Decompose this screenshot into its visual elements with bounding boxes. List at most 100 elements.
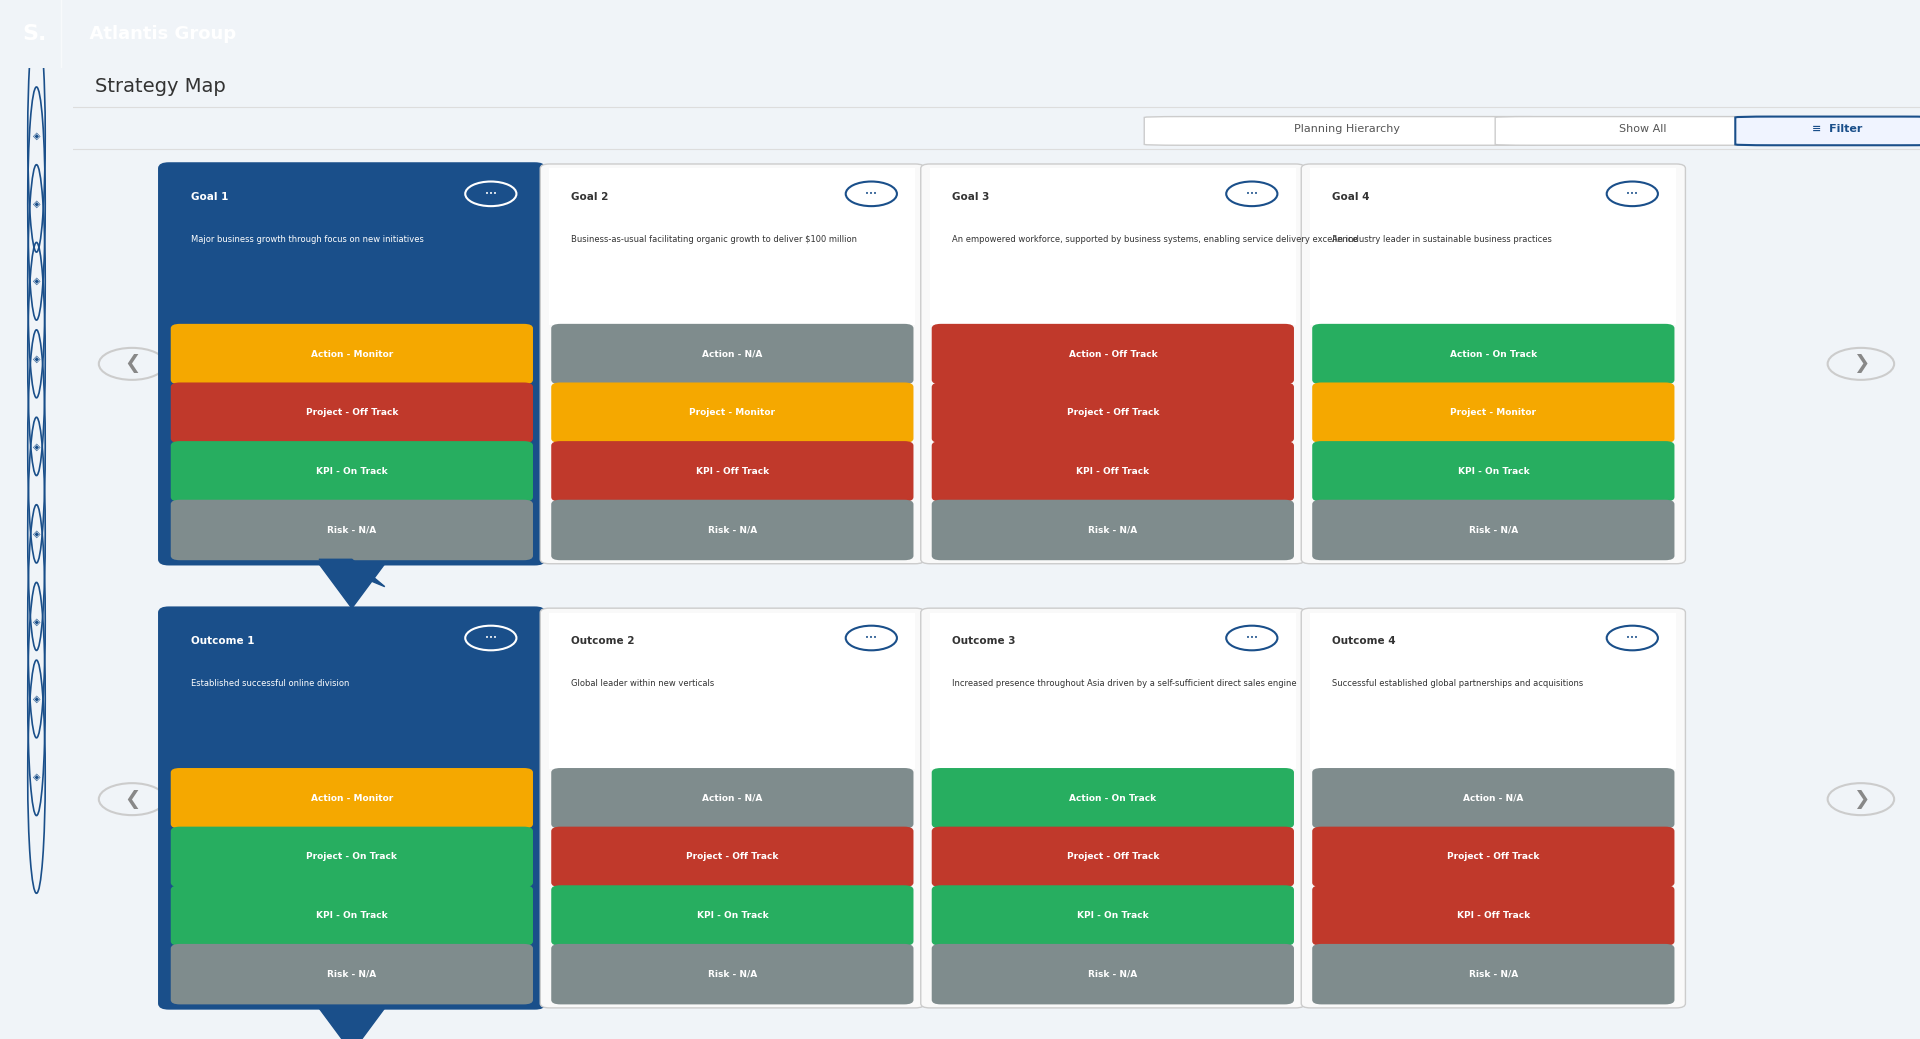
Text: •••: ••• <box>1246 635 1258 641</box>
FancyBboxPatch shape <box>551 768 914 828</box>
FancyBboxPatch shape <box>1311 943 1674 1005</box>
Text: An empowered workforce, supported by business systems, enabling service delivery: An empowered workforce, supported by bus… <box>952 235 1357 244</box>
Text: Action - N/A: Action - N/A <box>703 794 762 803</box>
Text: Global leader within new verticals: Global leader within new verticals <box>572 680 714 688</box>
FancyBboxPatch shape <box>1311 768 1674 828</box>
Text: Risk - N/A: Risk - N/A <box>708 526 756 534</box>
Text: Business-as-usual facilitating organic growth to deliver $100 million: Business-as-usual facilitating organic g… <box>572 235 858 244</box>
Text: Atlantis Group: Atlantis Group <box>77 25 236 43</box>
Text: ❮: ❮ <box>125 354 140 373</box>
Text: Goal 4: Goal 4 <box>1332 192 1369 202</box>
Text: Action - Monitor: Action - Monitor <box>311 349 394 358</box>
FancyBboxPatch shape <box>1311 324 1674 384</box>
Text: KPI - On Track: KPI - On Track <box>697 911 768 920</box>
Text: •••: ••• <box>486 635 497 641</box>
Text: •••: ••• <box>486 191 497 196</box>
Polygon shape <box>319 564 384 608</box>
Text: Project - Off Track: Project - Off Track <box>1068 408 1160 418</box>
FancyBboxPatch shape <box>1311 885 1674 945</box>
FancyBboxPatch shape <box>931 500 1294 560</box>
Text: Action - On Track: Action - On Track <box>1069 794 1156 803</box>
FancyBboxPatch shape <box>551 827 914 887</box>
Text: Successful established global partnerships and acquisitions: Successful established global partnershi… <box>1332 680 1584 688</box>
FancyBboxPatch shape <box>551 943 914 1005</box>
FancyBboxPatch shape <box>159 608 543 1008</box>
Text: •••: ••• <box>866 191 877 196</box>
FancyBboxPatch shape <box>551 382 914 443</box>
Text: Established successful online division: Established successful online division <box>190 680 349 688</box>
Text: Planning Hierarchy: Planning Hierarchy <box>1294 124 1400 134</box>
FancyBboxPatch shape <box>922 164 1306 564</box>
FancyBboxPatch shape <box>1311 442 1674 502</box>
FancyBboxPatch shape <box>159 164 543 564</box>
Text: Outcome 1: Outcome 1 <box>190 636 255 646</box>
FancyBboxPatch shape <box>171 382 534 443</box>
FancyBboxPatch shape <box>931 382 1294 443</box>
Text: •••: ••• <box>1246 191 1258 196</box>
FancyBboxPatch shape <box>171 324 534 384</box>
FancyBboxPatch shape <box>551 500 914 560</box>
Text: •••: ••• <box>1626 635 1638 641</box>
FancyBboxPatch shape <box>1144 116 1551 145</box>
FancyBboxPatch shape <box>931 768 1294 828</box>
Text: Action - Monitor: Action - Monitor <box>311 794 394 803</box>
FancyBboxPatch shape <box>171 885 534 945</box>
Text: Risk - N/A: Risk - N/A <box>1089 526 1137 534</box>
FancyBboxPatch shape <box>1311 827 1674 887</box>
Text: Increased presence throughout Asia driven by a self-sufficient direct sales engi: Increased presence throughout Asia drive… <box>952 680 1296 688</box>
FancyBboxPatch shape <box>1311 168 1676 325</box>
Text: Major business growth through focus on new initiatives: Major business growth through focus on n… <box>190 235 424 244</box>
Text: Risk - N/A: Risk - N/A <box>1089 969 1137 979</box>
Text: KPI - Off Track: KPI - Off Track <box>1077 467 1150 476</box>
Polygon shape <box>319 1008 384 1039</box>
Text: ◈: ◈ <box>33 694 40 704</box>
FancyBboxPatch shape <box>929 613 1296 769</box>
FancyBboxPatch shape <box>1311 500 1674 560</box>
Text: KPI - On Track: KPI - On Track <box>317 467 388 476</box>
Text: ◈: ◈ <box>33 131 40 140</box>
FancyBboxPatch shape <box>549 168 916 325</box>
Text: •••: ••• <box>866 635 877 641</box>
Text: Outcome 2: Outcome 2 <box>572 636 636 646</box>
FancyBboxPatch shape <box>931 943 1294 1005</box>
FancyBboxPatch shape <box>551 885 914 945</box>
Text: Risk - N/A: Risk - N/A <box>326 526 376 534</box>
FancyBboxPatch shape <box>929 168 1296 325</box>
Text: Goal 2: Goal 2 <box>572 192 609 202</box>
FancyBboxPatch shape <box>931 885 1294 945</box>
FancyBboxPatch shape <box>171 442 534 502</box>
FancyBboxPatch shape <box>551 324 914 384</box>
Text: ❮: ❮ <box>125 790 140 808</box>
Text: KPI - On Track: KPI - On Track <box>1077 911 1148 920</box>
Text: Goal 3: Goal 3 <box>952 192 989 202</box>
FancyBboxPatch shape <box>1311 382 1674 443</box>
Polygon shape <box>319 559 384 587</box>
Text: ◈: ◈ <box>33 442 40 451</box>
FancyBboxPatch shape <box>1736 116 1920 145</box>
Text: Outcome 4: Outcome 4 <box>1332 636 1396 646</box>
Text: Risk - N/A: Risk - N/A <box>708 969 756 979</box>
Text: An industry leader in sustainable business practices: An industry leader in sustainable busine… <box>1332 235 1551 244</box>
Text: Action - On Track: Action - On Track <box>1450 349 1536 358</box>
FancyBboxPatch shape <box>551 442 914 502</box>
Text: Action - N/A: Action - N/A <box>1463 794 1524 803</box>
FancyBboxPatch shape <box>171 500 534 560</box>
FancyBboxPatch shape <box>922 608 1306 1008</box>
Text: KPI - Off Track: KPI - Off Track <box>695 467 768 476</box>
Text: Project - Monitor: Project - Monitor <box>1450 408 1536 418</box>
FancyBboxPatch shape <box>540 164 924 564</box>
FancyBboxPatch shape <box>540 608 924 1008</box>
Text: ◈: ◈ <box>33 616 40 627</box>
FancyBboxPatch shape <box>1302 608 1686 1008</box>
Text: ◈: ◈ <box>33 354 40 364</box>
FancyBboxPatch shape <box>1302 164 1686 564</box>
Text: ◈: ◈ <box>33 276 40 287</box>
Text: Project - Off Track: Project - Off Track <box>1068 852 1160 861</box>
Text: Risk - N/A: Risk - N/A <box>1469 969 1519 979</box>
FancyBboxPatch shape <box>1496 116 1791 145</box>
FancyBboxPatch shape <box>931 324 1294 384</box>
Text: ❯: ❯ <box>1853 790 1868 808</box>
FancyBboxPatch shape <box>169 168 534 325</box>
FancyBboxPatch shape <box>171 768 534 828</box>
Text: •••: ••• <box>1626 191 1638 196</box>
